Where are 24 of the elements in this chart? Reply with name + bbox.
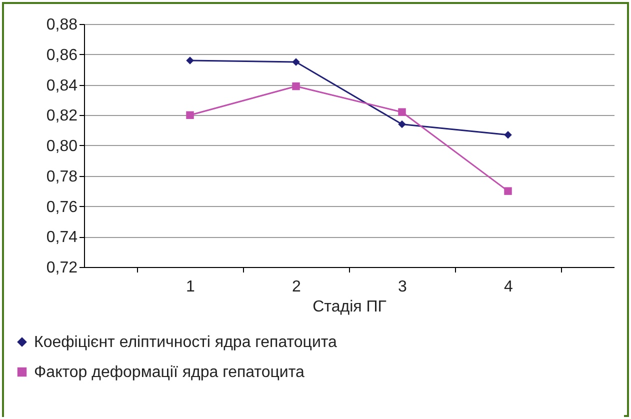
legend-label: Коефіцієнт еліптичності ядра гепатоцита [34,334,338,351]
point [398,108,406,116]
y-tick-label: 0,84 [46,77,78,94]
x-tick-label: 3 [398,278,408,296]
y-tick-label: 0,86 [46,46,78,64]
y-tick-label: 0,76 [46,198,78,216]
legend-label: Фактор деформації ядра гепатоцита [34,364,304,381]
point [398,120,406,128]
y-tick-label: 0,78 [46,168,78,186]
x-tick-label: 4 [504,278,514,296]
y-tick-label: 0,72 [46,260,78,276]
point [504,130,512,139]
point [504,187,512,195]
x-tick-label: 1 [186,278,196,296]
point [186,111,194,119]
y-tick-label: 0,74 [46,229,78,246]
x-axis-title: Стадія ПГ [312,298,387,316]
point [292,82,300,90]
point [186,56,194,64]
point [292,58,300,66]
x-tick-label: 2 [292,278,302,296]
y-tick-label: 0,80 [46,138,78,155]
y-tick-label: 0,82 [46,108,78,125]
y-tick-label: 0,88 [46,16,78,34]
